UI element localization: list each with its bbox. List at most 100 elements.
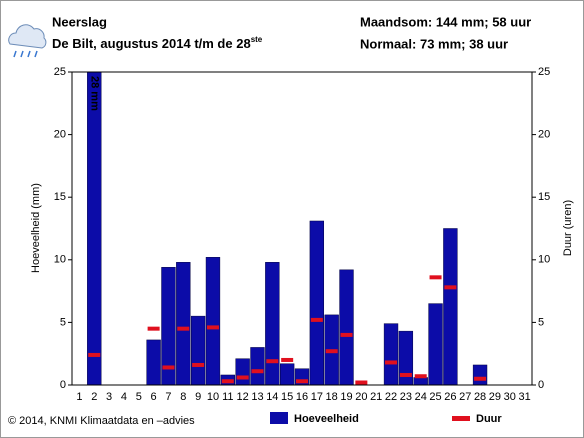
duration-marker [399, 372, 412, 377]
x-tick-label: 21 [370, 391, 382, 403]
duration-marker [221, 379, 234, 384]
duration-marker [236, 375, 249, 380]
duration-marker [266, 359, 279, 364]
duration-marker [162, 365, 175, 370]
x-tick-label: 16 [296, 391, 308, 403]
x-tick-label: 8 [180, 391, 186, 403]
duration-marker [414, 374, 427, 379]
x-tick-label: 14 [266, 391, 278, 403]
x-tick-label: 25 [429, 391, 441, 403]
legend-label: Duur [476, 413, 502, 425]
bar [161, 267, 176, 385]
x-tick-label: 2 [91, 391, 97, 403]
y-tick-label: 0 [60, 379, 66, 391]
plot-frame [71, 71, 533, 386]
y-tick-label: 5 [60, 316, 66, 328]
value-label: 28 mm [88, 76, 100, 111]
y2-tick-label: 10 [538, 254, 550, 266]
x-tick-label: 1 [76, 391, 82, 403]
footer: © 2014, KNMI Klimaatdata en –advies [8, 415, 195, 427]
legend-label: Hoeveelheid [294, 413, 359, 425]
x-tick-label: 18 [326, 391, 338, 403]
summary: Maandsom: 144 mm; 58 uur [360, 14, 531, 29]
x-tick-label: 17 [311, 391, 323, 403]
duration-marker [385, 360, 398, 365]
y-tick-label: 25 [54, 66, 66, 78]
bar [309, 220, 325, 385]
duration-marker [310, 317, 323, 322]
subtitle-main: De Bilt, augustus 2014 t/m de 28 [52, 36, 251, 51]
x-tick-label: 30 [504, 391, 516, 403]
x-tick-label: 29 [489, 391, 501, 403]
duration-marker [340, 332, 353, 337]
duration-marker [192, 362, 205, 367]
title: Neerslag [52, 14, 107, 29]
x-tick-label: 23 [400, 391, 412, 403]
bar [250, 347, 265, 385]
x-tick-label: 20 [355, 391, 367, 403]
plot: 28 mm [87, 72, 488, 385]
duration-marker [355, 380, 368, 385]
legend-swatch [270, 412, 288, 424]
bar [443, 228, 458, 385]
normal: Normaal: 73 mm; 38 uur [360, 36, 508, 51]
cloud-icon [8, 24, 47, 58]
x-tick-label: 22 [385, 391, 397, 403]
x-tick-label: 11 [222, 391, 233, 403]
x-tick-label: 24 [415, 391, 427, 403]
y-tick-label: 20 [54, 129, 66, 141]
x-tick-label: 27 [459, 391, 471, 403]
duration-marker [251, 369, 264, 374]
bar [235, 358, 250, 385]
x-tick-label: 4 [121, 391, 127, 403]
x-tick-label: 10 [207, 391, 219, 403]
bar [413, 377, 428, 385]
bar [205, 257, 221, 385]
bar [176, 262, 191, 385]
duration-marker [177, 326, 190, 331]
bar [279, 363, 295, 385]
y2-axis-label: Duur (uren) [562, 200, 574, 256]
duration-marker [147, 326, 160, 331]
bar [190, 315, 206, 385]
y2-tick-label: 0 [538, 379, 544, 391]
bar [428, 303, 443, 385]
subtitle: De Bilt, augustus 2014 t/m de 28ste [52, 35, 263, 51]
x-tick-label: 12 [237, 391, 249, 403]
bar [383, 323, 399, 385]
x-tick-label: 13 [251, 391, 263, 403]
bar [472, 364, 488, 385]
bar [146, 339, 161, 385]
duration-marker [296, 379, 308, 384]
x-tick-label: 26 [444, 391, 456, 403]
y2-tick-label: 25 [538, 66, 550, 78]
bar [398, 330, 414, 385]
y2-tick-label: 5 [538, 316, 544, 328]
x-tick-label: 19 [340, 391, 352, 403]
x-tick-label: 5 [136, 391, 142, 403]
duration-marker [429, 275, 442, 280]
duration-marker [325, 349, 338, 354]
x-tick-label: 9 [195, 391, 201, 403]
y-tick-label: 10 [54, 254, 66, 266]
duration-marker [474, 376, 487, 381]
x-tick-label: 6 [151, 391, 157, 403]
duration-marker [88, 352, 101, 357]
duration-marker [444, 285, 457, 290]
x-tick-label: 7 [165, 391, 171, 403]
subtitle-sup: ste [251, 35, 263, 44]
y-tick-label: 15 [54, 191, 66, 203]
x-tick-label: 31 [518, 391, 530, 403]
y2-tick-label: 20 [538, 129, 550, 141]
y2-tick-label: 15 [538, 191, 550, 203]
duration-marker [206, 325, 219, 330]
x-tick-label: 3 [106, 391, 112, 403]
legend-swatch [452, 416, 470, 421]
duration-marker [281, 357, 294, 362]
bar [265, 262, 280, 385]
bar [339, 269, 354, 385]
x-tick-label: 15 [281, 391, 293, 403]
x-tick-label: 28 [474, 391, 486, 403]
